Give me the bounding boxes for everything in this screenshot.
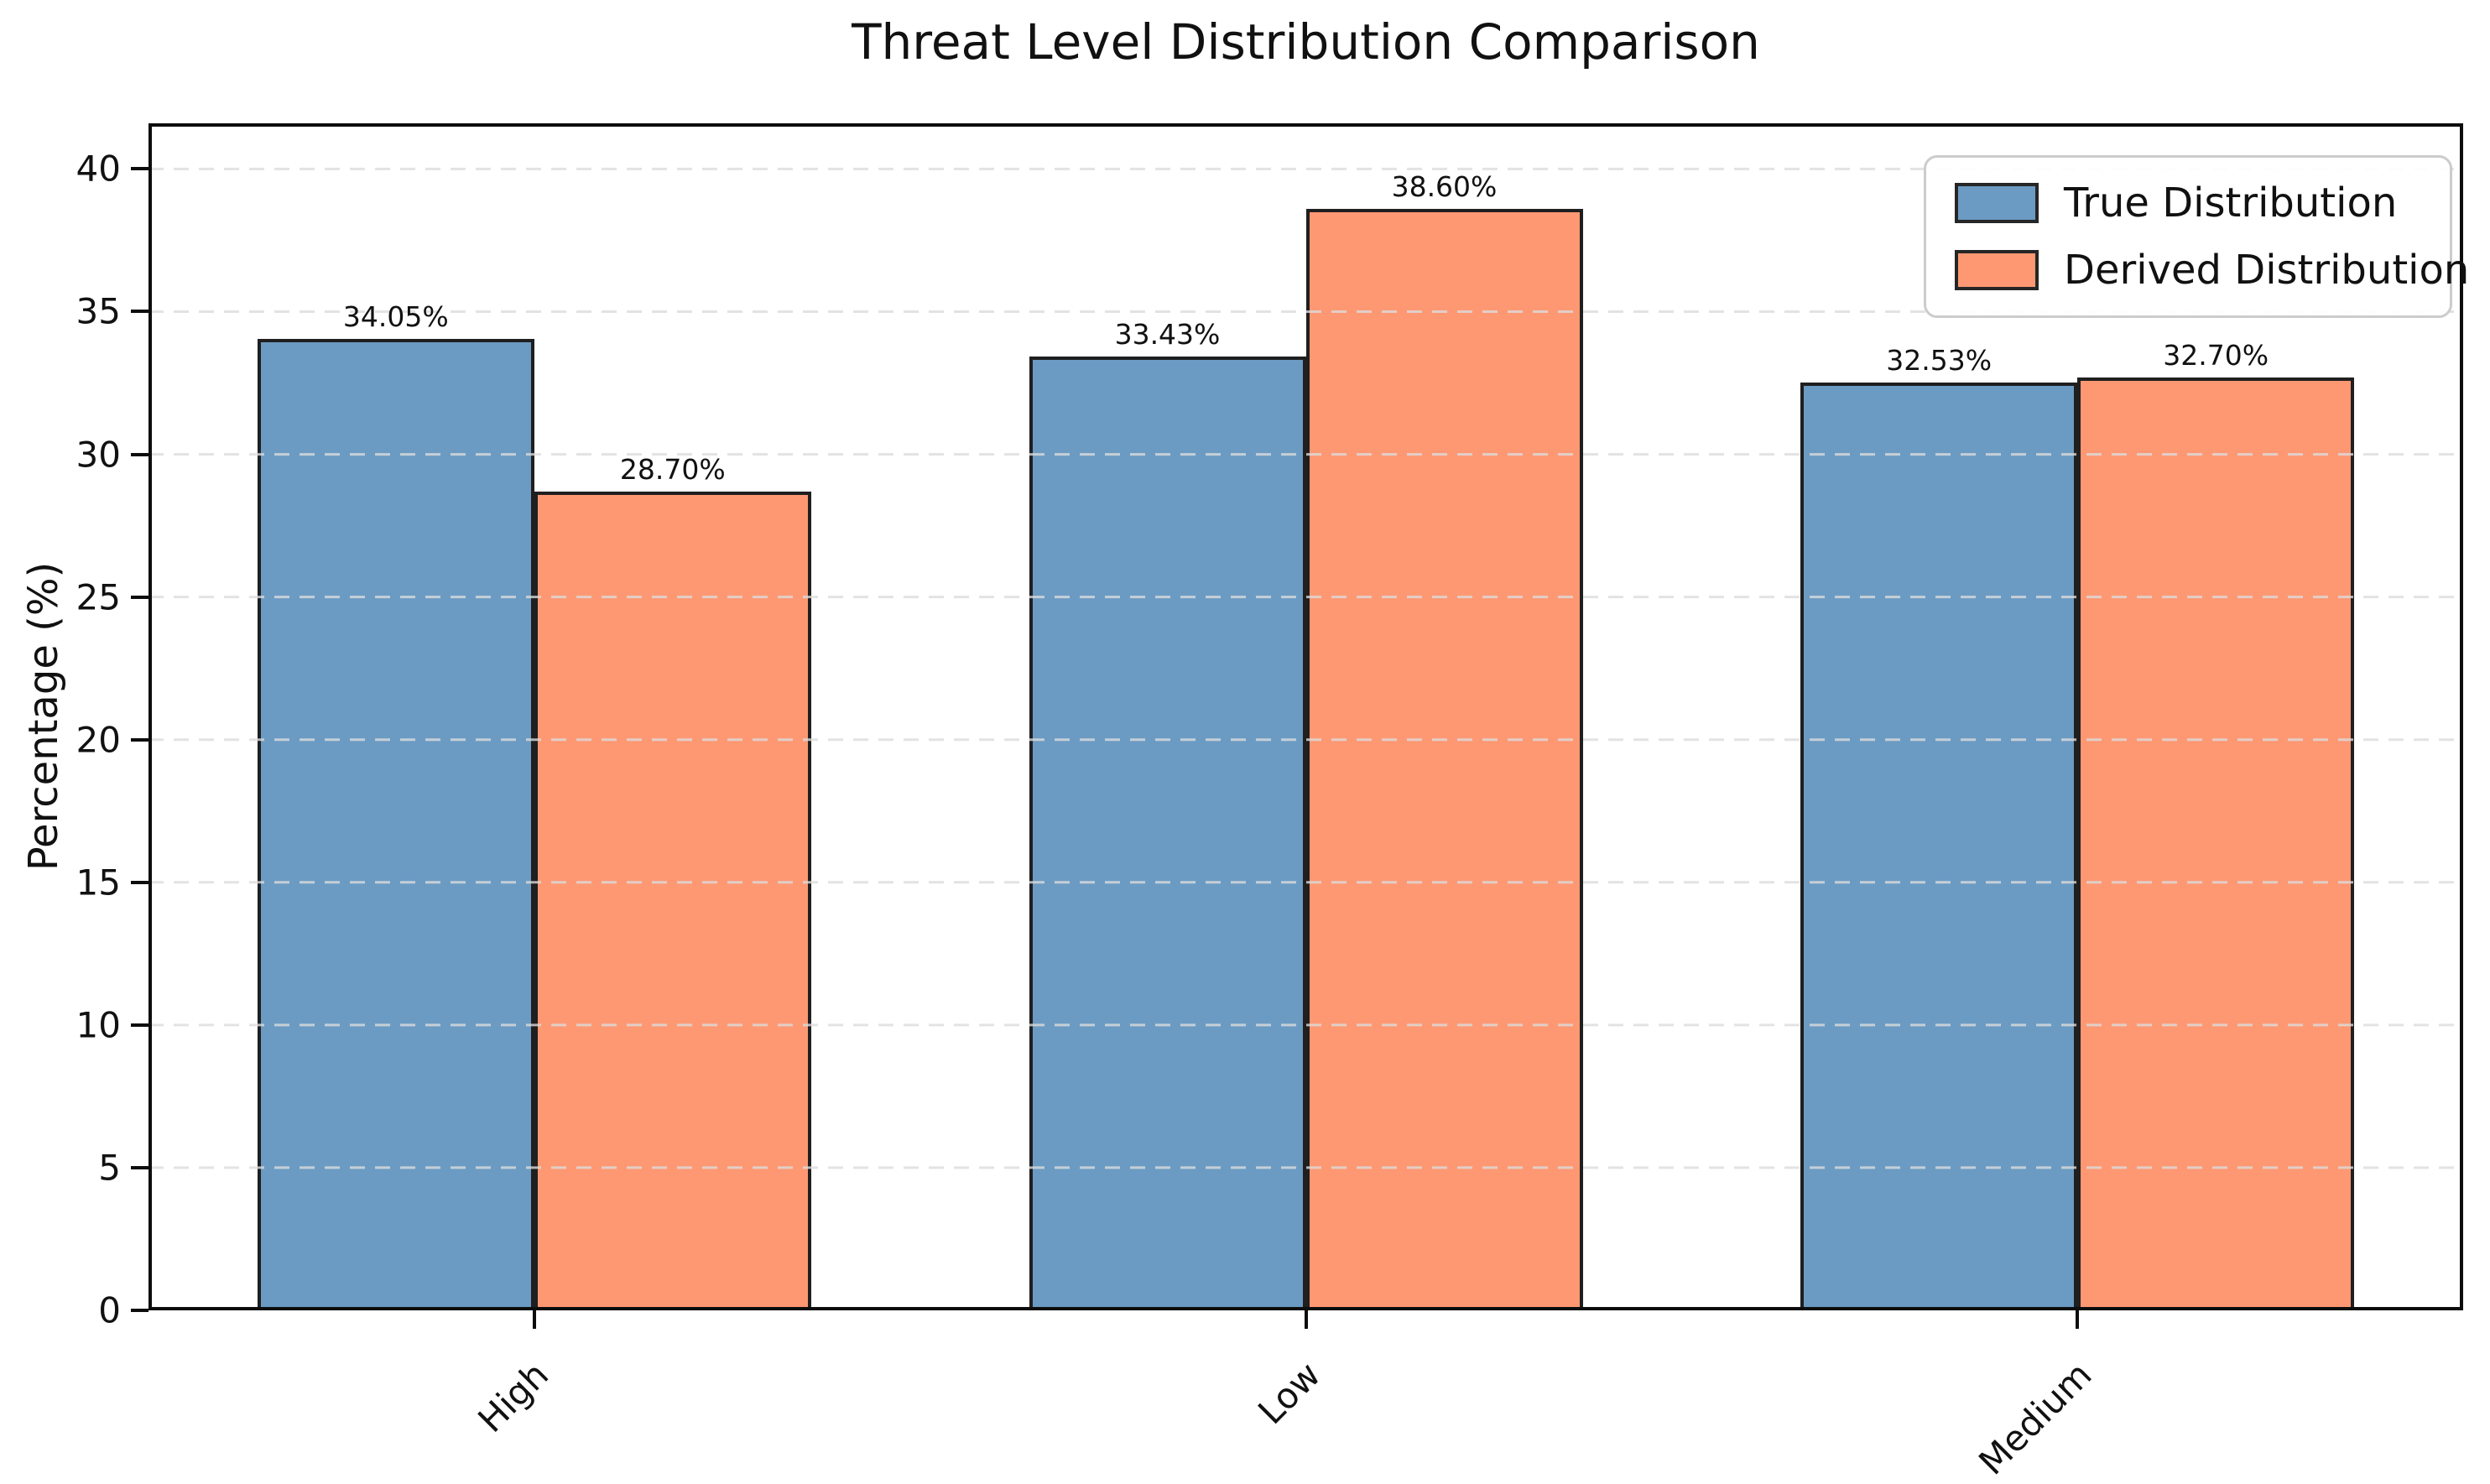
legend-swatch-derived-distribution — [1955, 250, 2039, 290]
y-tick-label-15: 15 — [76, 862, 121, 903]
legend-label-true-distribution: True Distribution — [2064, 180, 2398, 227]
x-tick-label-low: Low — [1250, 1354, 1329, 1433]
x-tick-mark-high — [532, 1310, 536, 1329]
y-tick-label-35: 35 — [76, 290, 121, 332]
y-tick-mark-0 — [131, 1309, 148, 1312]
bar-true-distribution-low — [1029, 356, 1306, 1310]
y-tick-mark-30 — [131, 452, 148, 456]
x-tick-mark-low — [1304, 1310, 1308, 1329]
x-tick-label-medium: Medium — [1971, 1354, 2100, 1483]
bar-true-distribution-medium — [1800, 382, 2078, 1310]
legend-entry-derived-distribution: Derived Distribution — [1955, 247, 2469, 294]
y-tick-mark-35 — [131, 310, 148, 314]
legend: True Distribution Derived Distribution — [1924, 155, 2469, 318]
y-tick-label-20: 20 — [76, 719, 121, 761]
y-tick-mark-5 — [131, 1165, 148, 1169]
plot-area: 34.05% 28.70% 33.43% 38.60% 32.53% 32.70% — [148, 123, 2463, 1310]
y-tick-label-30: 30 — [76, 434, 121, 476]
legend-label-derived-distribution: Derived Distribution — [2064, 247, 2470, 294]
y-tick-mark-40 — [131, 167, 148, 171]
y-tick-label-25: 25 — [76, 576, 121, 618]
y-tick-mark-25 — [131, 595, 148, 599]
bar-derived-distribution-medium — [2077, 377, 2355, 1310]
legend-entry-true-distribution: True Distribution — [1955, 180, 2421, 227]
y-tick-label-0: 0 — [98, 1289, 121, 1331]
bar-derived-distribution-high — [534, 491, 811, 1310]
chart-title: Threat Level Distribution Comparison — [852, 13, 1760, 70]
y-tick-mark-15 — [131, 880, 148, 884]
y-tick-label-5: 5 — [98, 1147, 121, 1189]
bar-derived-distribution-low — [1305, 209, 1583, 1310]
bar-true-distribution-high — [257, 338, 534, 1310]
y-tick-label-10: 10 — [76, 1004, 121, 1046]
y-tick-mark-10 — [131, 1023, 148, 1027]
legend-swatch-true-distribution — [1955, 183, 2039, 223]
x-tick-mark-medium — [2076, 1310, 2080, 1329]
y-tick-mark-20 — [131, 737, 148, 742]
x-tick-label-high: High — [470, 1354, 557, 1440]
y-tick-label-40: 40 — [76, 148, 121, 190]
bars-layer — [148, 123, 2463, 1310]
